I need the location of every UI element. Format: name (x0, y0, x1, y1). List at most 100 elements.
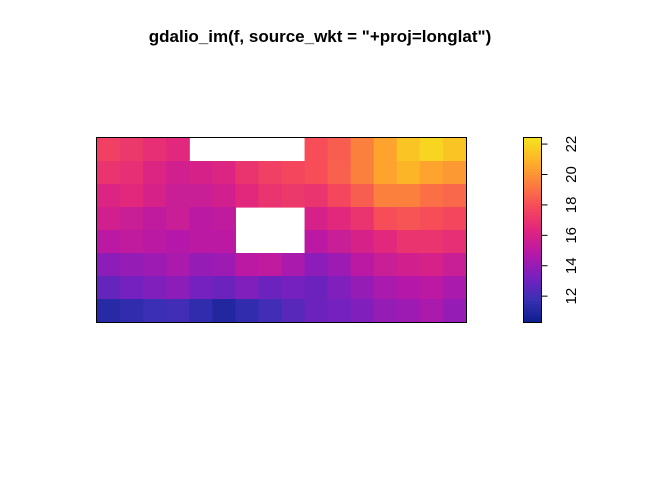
raster-cell (304, 253, 329, 277)
raster-cell (327, 276, 352, 300)
raster-cell (419, 161, 444, 185)
colorbar-segment (524, 230, 541, 234)
colorbar-segment (524, 236, 541, 240)
colorbar-segment (524, 144, 541, 148)
colorbar-tick-label: 22 (563, 136, 580, 153)
raster-cell (442, 161, 467, 185)
colorbar-segment (524, 254, 541, 259)
raster-cell (442, 230, 467, 254)
raster-cell (166, 230, 190, 254)
colorbar-segment (524, 187, 541, 191)
colorbar-segment (524, 159, 541, 164)
raster-cell (281, 253, 306, 277)
raster-cell (143, 161, 167, 185)
raster-cell (419, 184, 444, 208)
colorbar-segment (524, 294, 541, 299)
raster-cell (189, 207, 213, 231)
raster-cell (166, 207, 190, 231)
raster-image (97, 138, 467, 323)
raster-cell (373, 230, 398, 254)
raster-cell (419, 207, 444, 231)
colorbar-segment (524, 233, 541, 237)
raster-cell (350, 207, 375, 231)
colorbar-segment (524, 245, 541, 249)
raster-cell (120, 230, 144, 254)
colorbar-segment (524, 205, 541, 210)
colorbar-segment (524, 190, 541, 194)
raster-cell (235, 276, 260, 300)
raster-cell (120, 161, 144, 185)
plot-frame (96, 137, 467, 323)
raster-cell (304, 138, 329, 162)
colorbar-segment (524, 306, 541, 311)
raster-cell (373, 299, 398, 323)
raster-cell (120, 299, 144, 323)
raster-cell (304, 184, 329, 208)
raster-cell (166, 138, 190, 162)
colorbar-segment (524, 276, 541, 280)
raster-cell (419, 276, 444, 300)
colorbar-segment (524, 223, 541, 228)
colorbar-tick-label: 16 (563, 227, 580, 244)
raster-cell (281, 299, 306, 323)
raster-cell (258, 299, 283, 323)
colorbar-segment (524, 266, 541, 271)
raster-cell (304, 230, 329, 254)
raster-cell (258, 253, 283, 277)
raster-cell (396, 184, 421, 208)
raster-cell (189, 276, 213, 300)
colorbar-segment (524, 291, 541, 295)
colorbar-tick-label: 20 (563, 166, 580, 183)
colorbar-axis: 12 14 16 18 20 22 (541, 136, 580, 305)
colorbar-segment (524, 269, 541, 274)
colorbar-segment (524, 147, 541, 151)
colorbar-segment (524, 309, 541, 314)
raster-cell (396, 253, 421, 277)
colorbar-segment (524, 251, 541, 256)
raster-cell (442, 253, 467, 277)
raster-cell (350, 299, 375, 323)
raster-cell (304, 299, 329, 323)
colorbar-segment (524, 272, 541, 277)
colorbar-segment (524, 248, 541, 253)
raster-cell (373, 138, 398, 162)
raster-cell (143, 299, 167, 323)
raster-cell (396, 161, 421, 185)
raster-cell (442, 207, 467, 231)
colorbar-segment (524, 208, 541, 213)
colorbar-segment (524, 282, 541, 286)
raster-cell (419, 253, 444, 277)
raster-cell (235, 299, 260, 323)
raster-cell (350, 253, 375, 277)
colorbar-segment (524, 303, 541, 308)
raster-cell (166, 276, 190, 300)
colorbar-segment (524, 150, 541, 154)
colorbar-segment (524, 297, 541, 302)
raster-cell (373, 253, 398, 277)
colorbar-frame (523, 137, 542, 323)
raster-cell (258, 276, 283, 300)
colorbar-tick-label: 12 (563, 288, 580, 305)
raster-cell (327, 207, 352, 231)
colorbar-segment (524, 257, 541, 262)
raster-cell (212, 184, 236, 208)
raster-cell (212, 253, 236, 277)
raster-cell (373, 184, 398, 208)
raster-cell (281, 276, 306, 300)
raster-cell (304, 161, 329, 185)
colorbar-segment (524, 214, 541, 219)
raster-cell (189, 230, 213, 254)
colorbar-segment (524, 263, 541, 268)
colorbar-segment (524, 156, 541, 161)
colorbar-segment (524, 165, 541, 170)
raster-cell (212, 299, 236, 323)
colorbar-segment (524, 199, 541, 203)
raster-cell (396, 276, 421, 300)
raster-cell (166, 161, 190, 185)
colorbar-segment (524, 141, 541, 145)
raster-cell (235, 161, 260, 185)
raster-cell (350, 138, 375, 162)
raster-cell (258, 184, 283, 208)
raster-cell (442, 276, 467, 300)
raster-cell (419, 138, 444, 162)
